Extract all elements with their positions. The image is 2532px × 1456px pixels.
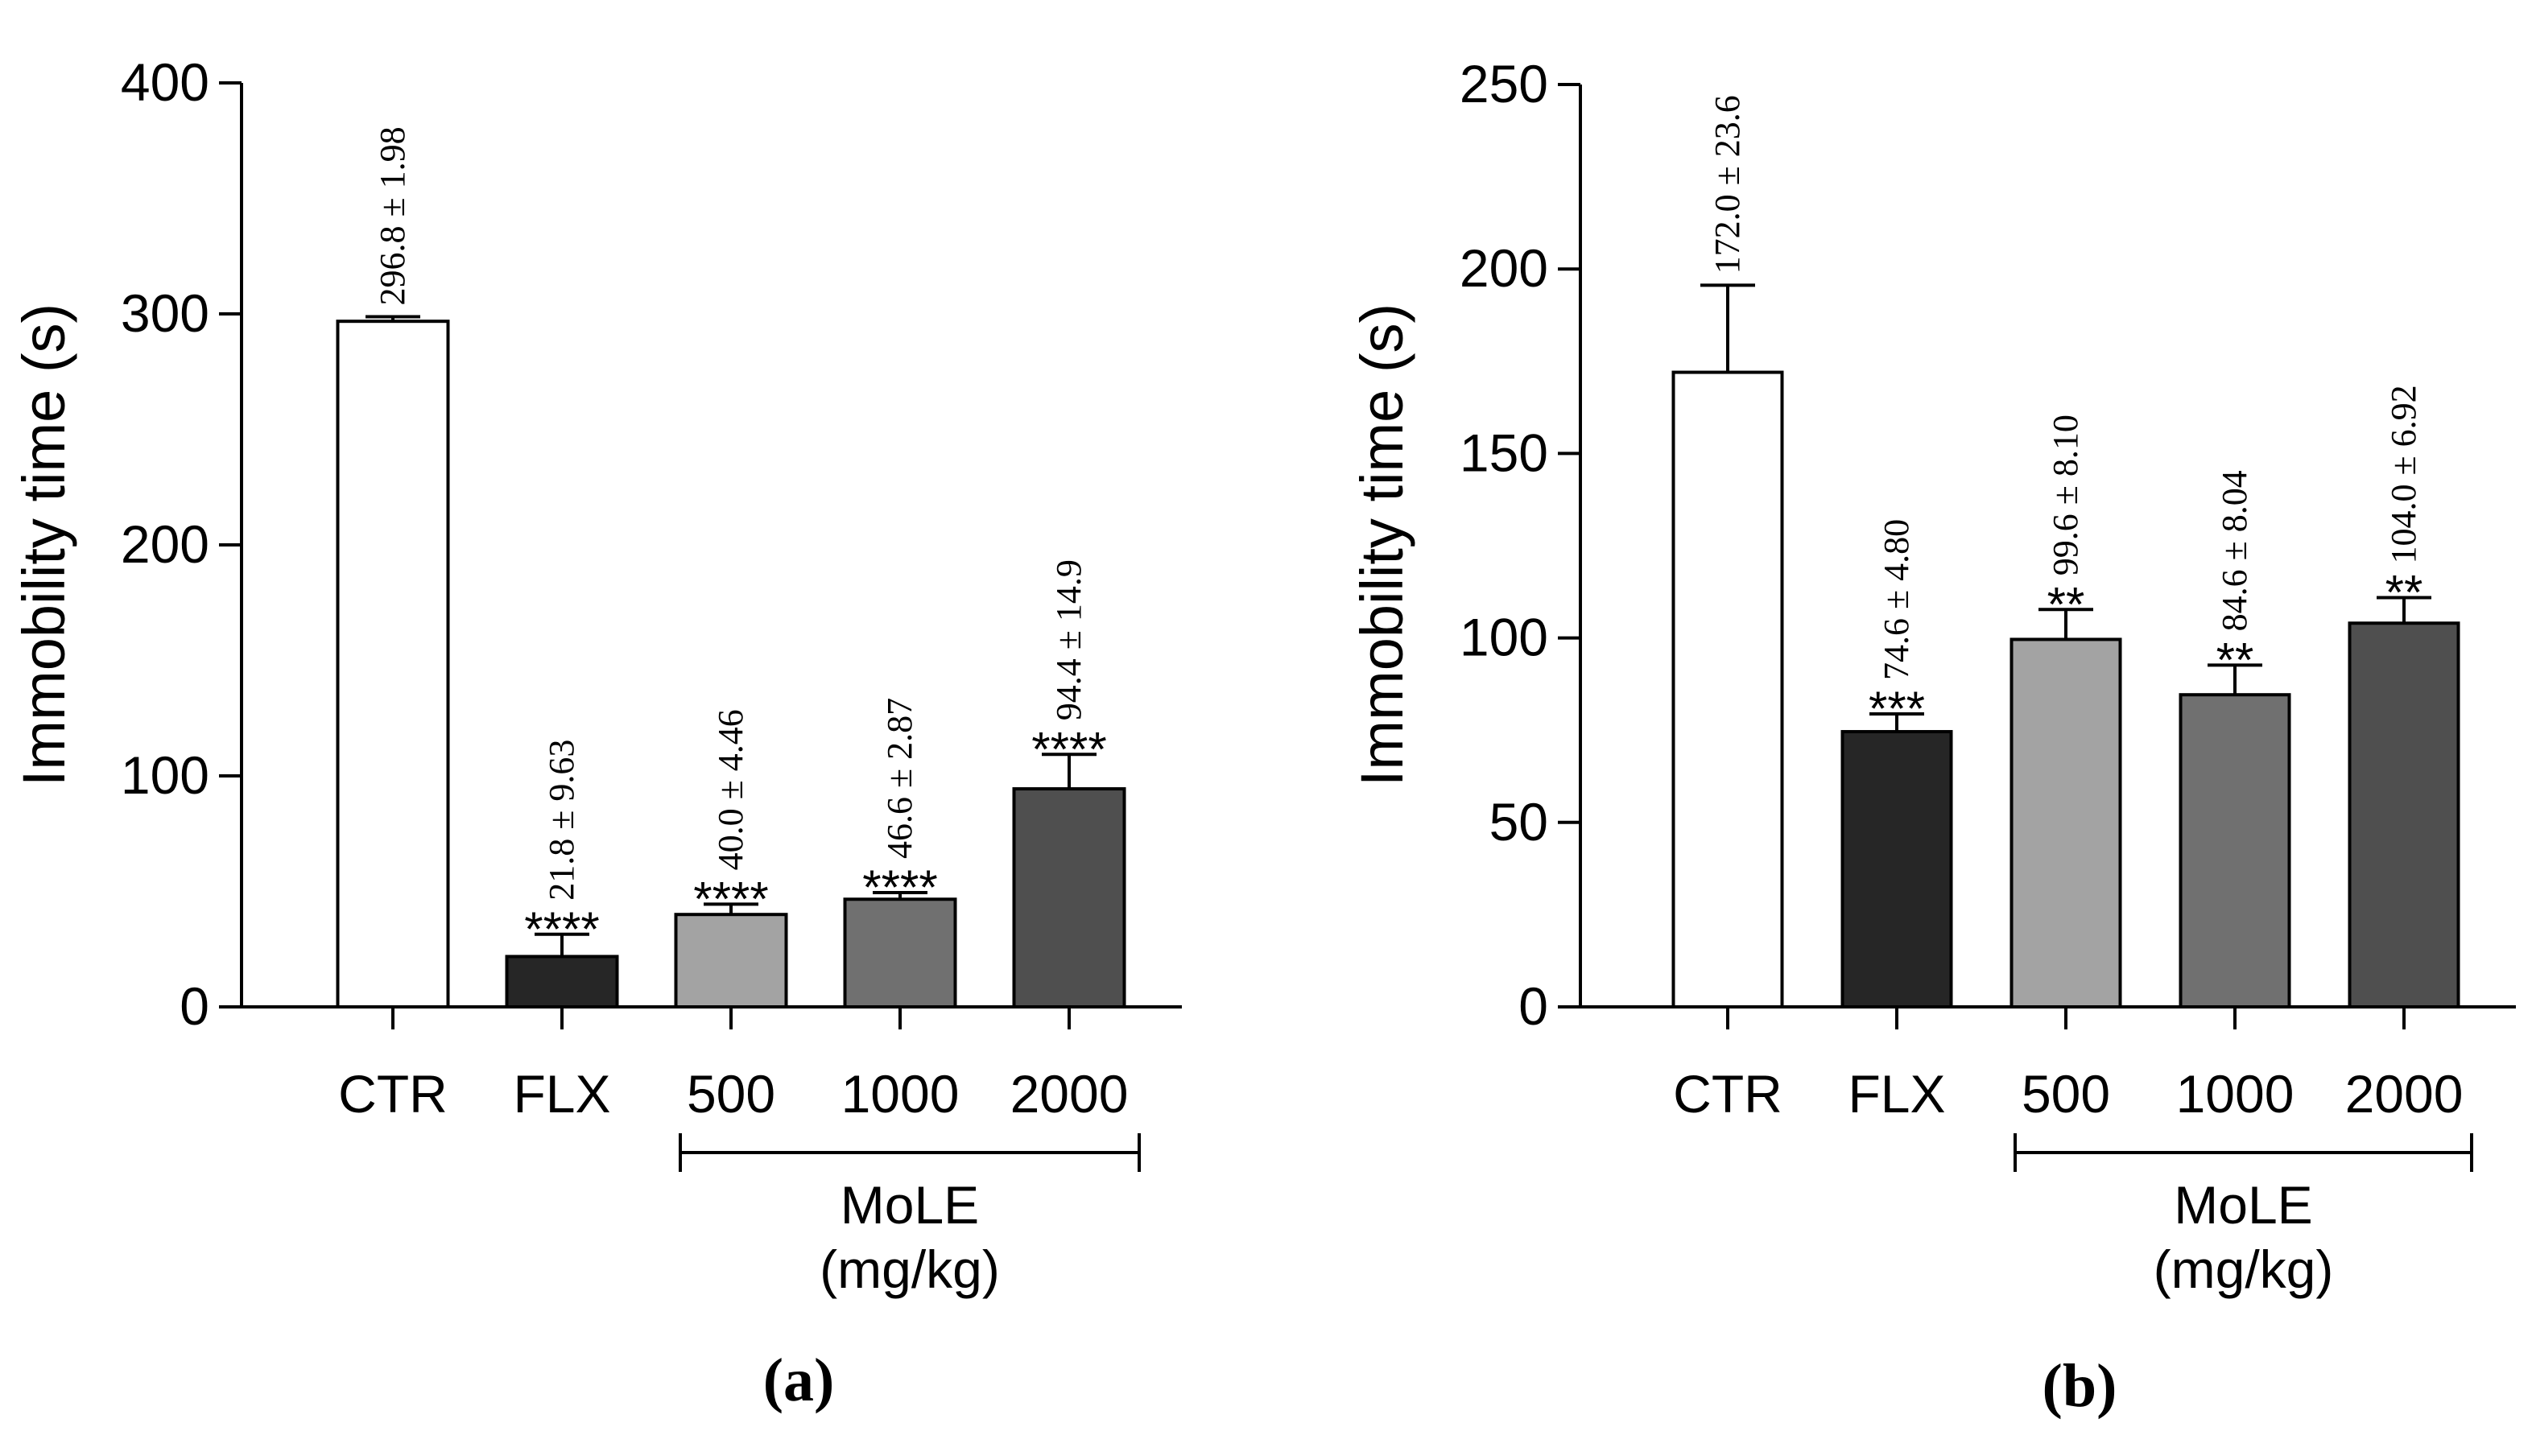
panel-b-y-tick-label: 150 [1460,423,1548,482]
panel-b-x-tick-label-500: 500 [2022,1064,2110,1124]
panel-b-x-tick-label-CTR: CTR [1673,1064,1782,1124]
panel-a-bar-CTR [336,320,450,1008]
panel-a-y-tick-label: 0 [180,976,209,1036]
panel-b-value-label-CTR: 172.0 ± 23.6 [1708,95,1747,274]
panel-a-bar-2000 [1012,787,1126,1009]
panel-a-y-axis-title: Immobility time (s) [10,303,77,786]
panel-b-x-tick-label-1000: 1000 [2176,1064,2294,1124]
panel-a-x-tick-label-500: 500 [687,1064,775,1124]
panel-a-value-label-FLX: 21.8 ± 9.63 [542,740,581,901]
panel-a-value-label-2000: 94.4 ± 14.9 [1049,559,1088,720]
panel-a-x-tick-label-1000: 1000 [841,1064,960,1124]
panel-b-significance-FLX: *** [1869,682,1925,736]
panel-a-bar-1000 [843,897,957,1009]
panel-a-significance-2000: **** [1031,722,1106,776]
panel-a-value-label-1000: 46.6 ± 2.87 [880,698,919,859]
panel-a-chart: 0 100 200 300 400 Immobility time (s) CTR 296.8… [10,52,1182,1414]
panel-a-bar-FLX [505,955,619,1008]
panel-b-y-tick-label: 0 [1518,976,1548,1036]
panel-a-y-tick-label: 300 [121,283,209,343]
panel-b-y-tick-label: 250 [1460,54,1548,113]
panel-a-group-label: MoLE [841,1175,979,1235]
panel-b-value-label-2000: 104.0 ± 6.92 [2384,385,2423,563]
panel-b-bar-FLX [1840,730,1953,1009]
panel-a-panel-label: (a) [763,1347,835,1414]
panel-a-x-tick-label-2000: 2000 [1010,1064,1129,1124]
panel-b-y-axis-title: Immobility time (s) [1349,303,1415,786]
panel-b-bar-2000 [2348,621,2460,1008]
panel-b-significance-2000: ** [2385,566,2423,620]
panel-b-bar-CTR [1671,370,1784,1008]
panel-a-significance-1000: **** [862,860,937,914]
panel-b-y-tick-label: 100 [1460,608,1548,667]
panel-b-y-tick-label: 200 [1460,238,1548,298]
panel-b-value-label-1000: 84.6 ± 8.04 [2215,470,2254,631]
panel-b-group-unit-label: (mg/kg) [2154,1239,2334,1299]
panel-b-significance-1000: ** [2216,633,2254,687]
panel-a-group-unit-label: (mg/kg) [820,1239,1000,1299]
panel-b-x-tick-label-2000: 2000 [2345,1064,2464,1124]
panel-a-value-label-CTR: 296.8 ± 1.98 [373,126,412,305]
panel-a-value-label-500: 40.0 ± 4.46 [711,709,750,870]
panel-b-panel-label: (b) [2043,1352,2117,1420]
panel-b-group-label: MoLE [2174,1175,2312,1235]
panel-a-bar-500 [674,913,788,1008]
panel-b-bar-500 [2009,637,2122,1008]
panel-b-x-tick-label-FLX: FLX [1848,1064,1945,1124]
panel-b-bar-1000 [2179,693,2291,1008]
panel-b-chart: 0 50 100 150 200 250 Immobility time (s) CTR 172… [1349,54,2516,1420]
panel-a-y-tick-label: 100 [121,745,209,805]
panel-b-value-label-FLX: 74.6 ± 4.80 [1877,519,1916,680]
panel-a-y-tick-label: 400 [121,52,209,112]
panel-b-significance-500: ** [2047,577,2085,631]
panel-b-y-tick-label: 50 [1489,792,1548,852]
panel-a-y-tick-label: 200 [121,514,209,574]
panel-a-x-tick-label-FLX: FLX [513,1064,610,1124]
panel-a-x-tick-label-CTR: CTR [338,1064,448,1124]
panel-b-value-label-500: 99.6 ± 8.10 [2046,415,2085,575]
panel-a-significance-FLX: **** [524,902,599,956]
panel-a-significance-500: **** [693,872,768,926]
